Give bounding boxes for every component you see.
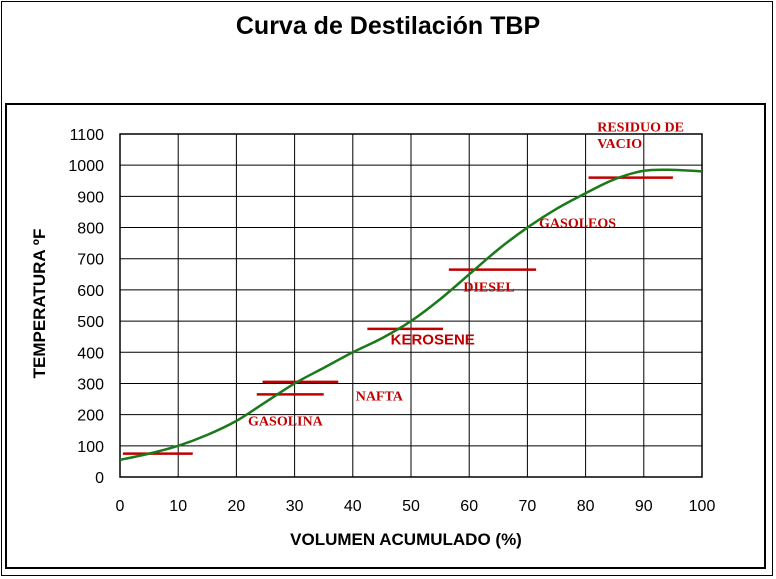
y-tick-label: 1100 — [70, 127, 105, 144]
y-tick-label: 200 — [77, 408, 104, 425]
x-tick-label: 60 — [460, 498, 478, 515]
y-tick-label: 1000 — [68, 158, 104, 175]
y-tick-label: 600 — [77, 283, 104, 300]
annotation-label: KEROSENE — [391, 331, 475, 348]
plot-area — [119, 133, 703, 478]
chart-title: Curva de Destilación TBP — [235, 12, 541, 40]
x-tick-label: 70 — [519, 498, 537, 515]
x-axis-title: VOLUMEN ACUMULADO (%) — [290, 530, 522, 549]
grid-lines — [119, 133, 703, 478]
y-tick-label: 400 — [77, 345, 104, 362]
x-tick-label: 80 — [577, 498, 595, 515]
cut-lines — [122, 176, 673, 455]
series-line — [119, 168, 703, 462]
y-axis-title: TEMPERATURA ºF — [30, 229, 49, 379]
x-tick-label: 40 — [344, 498, 362, 515]
annotation-label: GASOLEOS — [539, 217, 616, 232]
annotation-label: RESIDUO DE — [597, 121, 684, 136]
x-tick-label: 30 — [286, 498, 304, 515]
y-tick-label: 900 — [77, 189, 104, 206]
y-tick-label: 0 — [95, 470, 104, 487]
y-tick-label: 300 — [77, 376, 104, 393]
annotation-label: VACIO — [597, 137, 642, 152]
x-tick-label: 90 — [635, 498, 653, 515]
annotation-label: DIESEL — [463, 280, 514, 295]
y-tick-label: 800 — [77, 221, 104, 238]
x-tick-label: 10 — [169, 498, 187, 515]
fraction-annotations: GASOLINA NAFTA KEROSENE DIESEL GASOLEOS RESID… — [248, 121, 684, 430]
annotation-label: NAFTA — [356, 390, 404, 405]
x-tick-label: 50 — [402, 498, 420, 515]
x-tick-label: 0 — [116, 498, 125, 515]
x-tick-label: 100 — [689, 498, 716, 515]
x-tick-labels: 0 10 20 30 40 50 60 70 80 90 100 — [116, 498, 716, 515]
y-tick-label: 500 — [77, 314, 104, 331]
y-tick-label: 700 — [77, 252, 104, 269]
x-tick-label: 20 — [228, 498, 246, 515]
annotation-label: GASOLINA — [248, 415, 324, 430]
y-tick-label: 100 — [77, 439, 104, 456]
y-tick-labels: 0 100 200 300 400 500 600 700 800 900 1000 1100 — [68, 127, 104, 487]
